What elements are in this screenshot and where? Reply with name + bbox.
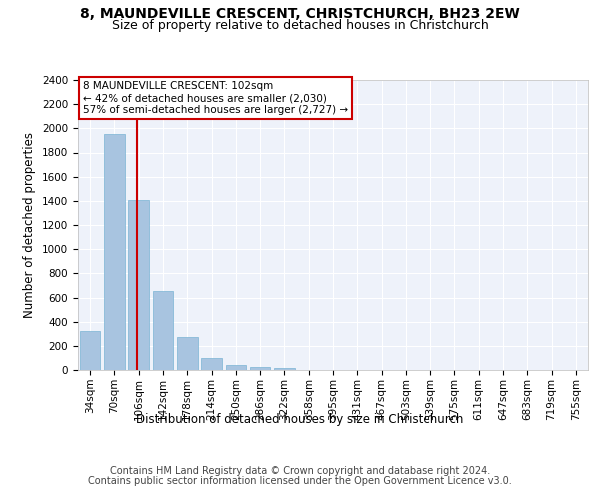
- Text: 8 MAUNDEVILLE CRESCENT: 102sqm
← 42% of detached houses are smaller (2,030)
57% : 8 MAUNDEVILLE CRESCENT: 102sqm ← 42% of …: [83, 82, 348, 114]
- Text: Distribution of detached houses by size in Christchurch: Distribution of detached houses by size …: [136, 412, 464, 426]
- Text: 8, MAUNDEVILLE CRESCENT, CHRISTCHURCH, BH23 2EW: 8, MAUNDEVILLE CRESCENT, CHRISTCHURCH, B…: [80, 8, 520, 22]
- Bar: [104, 134, 125, 370]
- Text: Contains HM Land Registry data © Crown copyright and database right 2024.: Contains HM Land Registry data © Crown c…: [110, 466, 490, 476]
- Bar: [201, 358, 222, 370]
- Bar: [128, 200, 149, 370]
- Text: Size of property relative to detached houses in Christchurch: Size of property relative to detached ho…: [112, 19, 488, 32]
- Bar: [250, 366, 271, 370]
- Bar: [152, 292, 173, 370]
- Bar: [177, 337, 197, 370]
- Bar: [226, 364, 246, 370]
- Y-axis label: Number of detached properties: Number of detached properties: [23, 132, 37, 318]
- Bar: [80, 332, 100, 370]
- Text: Contains public sector information licensed under the Open Government Licence v3: Contains public sector information licen…: [88, 476, 512, 486]
- Bar: [274, 368, 295, 370]
